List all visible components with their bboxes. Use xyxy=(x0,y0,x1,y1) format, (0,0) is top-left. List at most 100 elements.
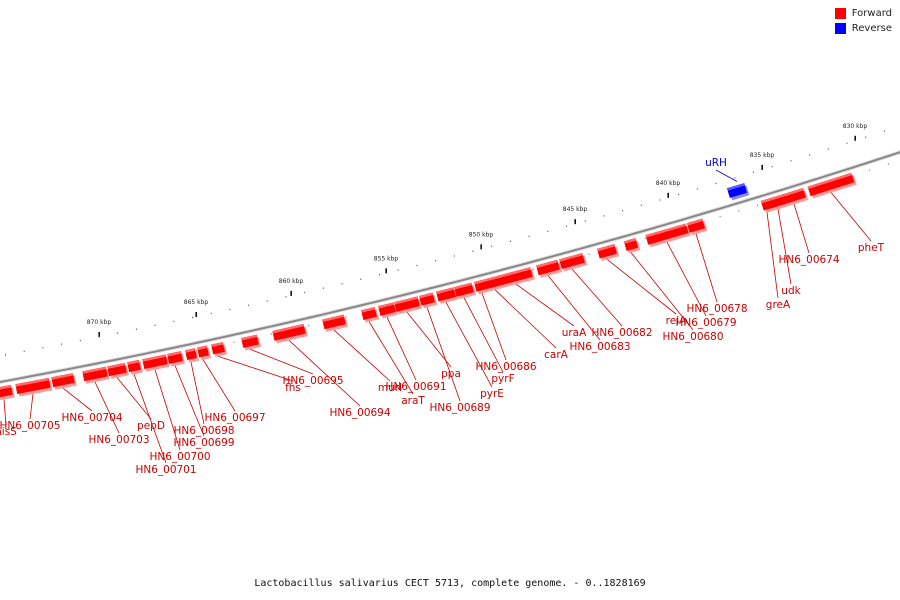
gene-hn6-00689[interactable] xyxy=(418,292,438,309)
gene-hn6-00698[interactable] xyxy=(185,348,200,363)
gene-uraa[interactable] xyxy=(499,267,535,288)
gene-hn6-00680[interactable] xyxy=(623,238,641,254)
gene-label-hn6-00703[interactable]: HN6_00703 xyxy=(88,434,149,446)
gene-label-hn6-00700[interactable]: HN6_00700 xyxy=(149,451,210,463)
leader-line xyxy=(190,362,205,425)
gene-hn6-00679[interactable] xyxy=(645,223,691,248)
gene-label-rela[interactable]: relA xyxy=(666,315,687,327)
gene-label-uraa[interactable]: uraA xyxy=(562,327,587,339)
gene-muri[interactable] xyxy=(322,314,349,332)
gene-label-ppa[interactable]: ppa xyxy=(441,368,461,380)
gene-hiss[interactable] xyxy=(0,384,15,401)
gene-body xyxy=(394,296,420,312)
gene-udk[interactable] xyxy=(769,194,789,211)
tick-label: 850 kbp xyxy=(469,231,494,238)
gene-pyre[interactable] xyxy=(436,287,459,304)
gene-label-hn6-00679[interactable]: HN6_00679 xyxy=(675,317,736,329)
gene-urh[interactable] xyxy=(726,183,750,201)
gene-phet[interactable] xyxy=(807,172,857,199)
gene-label-hn6-00682[interactable]: HN6_00682 xyxy=(591,327,652,339)
gene-hn6-00691[interactable] xyxy=(378,302,399,319)
gene-hn6-00686[interactable] xyxy=(473,278,493,295)
leader-line xyxy=(133,373,167,464)
gene-label-hiss[interactable]: hisS xyxy=(0,426,17,438)
minor-tick xyxy=(588,253,590,255)
gene-highlight xyxy=(473,278,489,285)
gene-label-phet[interactable]: pheT xyxy=(858,242,885,254)
minor-tick xyxy=(753,171,754,173)
gene-hn6-00674[interactable] xyxy=(782,187,809,207)
gene-rela[interactable] xyxy=(596,244,620,262)
gene-label-cara[interactable]: carA xyxy=(544,349,569,361)
gene-label-pepd[interactable]: pepD xyxy=(137,420,165,432)
gene-label-hn6-00689[interactable]: HN6_00689 xyxy=(429,402,490,414)
gene-hn6-00695[interactable] xyxy=(241,334,262,351)
minor-tick xyxy=(887,163,889,165)
tick-label: 870 kbp xyxy=(87,319,112,326)
minor-tick xyxy=(734,177,736,179)
gene-highlight xyxy=(645,223,687,238)
minor-tick xyxy=(308,324,310,327)
gene-label-hn6-00686[interactable]: HN6_00686 xyxy=(475,361,536,373)
gene-label-hn6-00705[interactable]: HN6_00705 xyxy=(0,420,61,432)
gene-label-hn6-00699[interactable]: HN6_00699 xyxy=(173,437,234,449)
gene-label-hn6-00701[interactable]: HN6_00701 xyxy=(135,464,196,476)
gene-label-hn6-00683[interactable]: HN6_00683 xyxy=(569,341,630,353)
gene-label-hn6-00695[interactable]: HN6_00695 xyxy=(282,375,343,387)
gene-highlight xyxy=(127,359,140,365)
minor-tick xyxy=(416,264,418,267)
minor-tick xyxy=(696,188,698,190)
gene-label-arat[interactable]: araT xyxy=(401,395,425,407)
major-tick xyxy=(480,244,482,250)
gene-label-hn6-00680[interactable]: HN6_00680 xyxy=(662,331,723,343)
gene-hn6-00704[interactable] xyxy=(51,373,77,390)
gene-hn6-00694[interactable] xyxy=(272,323,308,344)
gene-label-pyre[interactable]: pyrE xyxy=(480,388,504,400)
minor-tick xyxy=(719,215,721,218)
gene-label-hn6-00697[interactable]: HN6_00697 xyxy=(204,412,265,424)
gene-highlight xyxy=(15,377,50,387)
leader-line xyxy=(249,348,314,375)
leader-line xyxy=(515,283,575,327)
gene-label-hn6-00694[interactable]: HN6_00694 xyxy=(329,407,390,419)
gene-fhs[interactable] xyxy=(211,342,228,358)
minor-tick xyxy=(270,333,272,335)
gene-highlight xyxy=(486,275,502,282)
gene-highlight xyxy=(322,314,345,323)
genome-backbone xyxy=(0,151,900,384)
gene-label-udk[interactable]: udk xyxy=(781,285,801,297)
minor-tick xyxy=(79,339,81,342)
gene-hn6-00703[interactable] xyxy=(82,366,110,384)
leader-line xyxy=(777,208,792,285)
gene-hn6-00682[interactable] xyxy=(559,252,588,272)
gene-hn6-00678[interactable] xyxy=(686,218,708,236)
gene-label-hn6-00704[interactable]: HN6_00704 xyxy=(61,412,122,424)
legend: Forward Reverse xyxy=(834,8,892,38)
gene-hn6-00699[interactable] xyxy=(167,351,185,367)
minor-tick xyxy=(196,349,197,352)
minor-tick xyxy=(509,240,511,243)
leader-line xyxy=(94,381,120,434)
gene-label-hn6-00674[interactable]: HN6_00674 xyxy=(778,254,839,266)
gene-pepd[interactable] xyxy=(107,362,129,380)
gene-hn6-00700[interactable] xyxy=(142,354,170,372)
gene-hn6-00705[interactable] xyxy=(15,377,53,397)
gene-label-hn6-00691[interactable]: HN6_00691 xyxy=(385,381,446,393)
gene-label-grea[interactable]: greA xyxy=(766,299,791,311)
gene-body xyxy=(645,223,689,245)
gene-highlight xyxy=(0,384,12,391)
gene-pyrf[interactable] xyxy=(454,282,477,300)
gene-hn6-00701[interactable] xyxy=(127,359,143,375)
gene-label-muri[interactable]: murI xyxy=(378,382,402,394)
gene-ppa[interactable] xyxy=(394,296,423,315)
gene-arat[interactable] xyxy=(361,306,380,323)
gene-body xyxy=(807,172,855,197)
minor-tick xyxy=(98,336,100,338)
gene-label-hn6-00698[interactable]: HN6_00698 xyxy=(173,425,234,437)
gene-hn6-00683[interactable] xyxy=(536,259,563,278)
gene-label-urh[interactable]: uRH xyxy=(705,157,727,169)
gene-label-hn6-00678[interactable]: HN6_00678 xyxy=(686,303,747,315)
gene-label-fhs[interactable]: fhs xyxy=(285,382,301,394)
gene-label-pyrf[interactable]: pyrF xyxy=(491,373,514,385)
gene-hn6-00697[interactable] xyxy=(197,345,212,361)
